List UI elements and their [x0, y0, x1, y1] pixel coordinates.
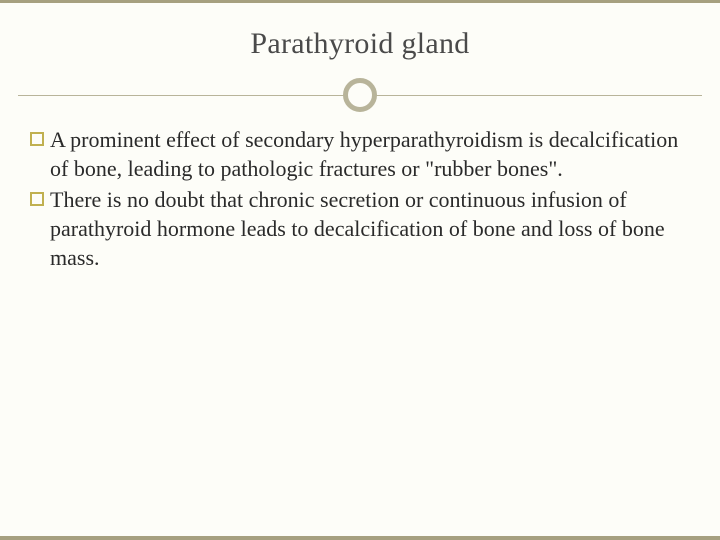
bullet-text: A prominent effect of secondary hyperpar…: [50, 125, 690, 183]
list-item: A prominent effect of secondary hyperpar…: [30, 125, 690, 183]
bullet-square-icon: [30, 192, 44, 206]
bullet-square-icon: [30, 132, 44, 146]
slide: Parathyroid gland A prominent effect of …: [0, 0, 720, 540]
divider-circle-icon: [343, 78, 377, 112]
slide-title: Parathyroid gland: [0, 27, 720, 61]
list-item: There is no doubt that chronic secretion…: [30, 185, 690, 272]
bullet-text: There is no doubt that chronic secretion…: [50, 185, 690, 272]
title-divider: [0, 77, 720, 117]
title-area: Parathyroid gland: [0, 3, 720, 117]
content-area: A prominent effect of secondary hyperpar…: [0, 117, 720, 272]
